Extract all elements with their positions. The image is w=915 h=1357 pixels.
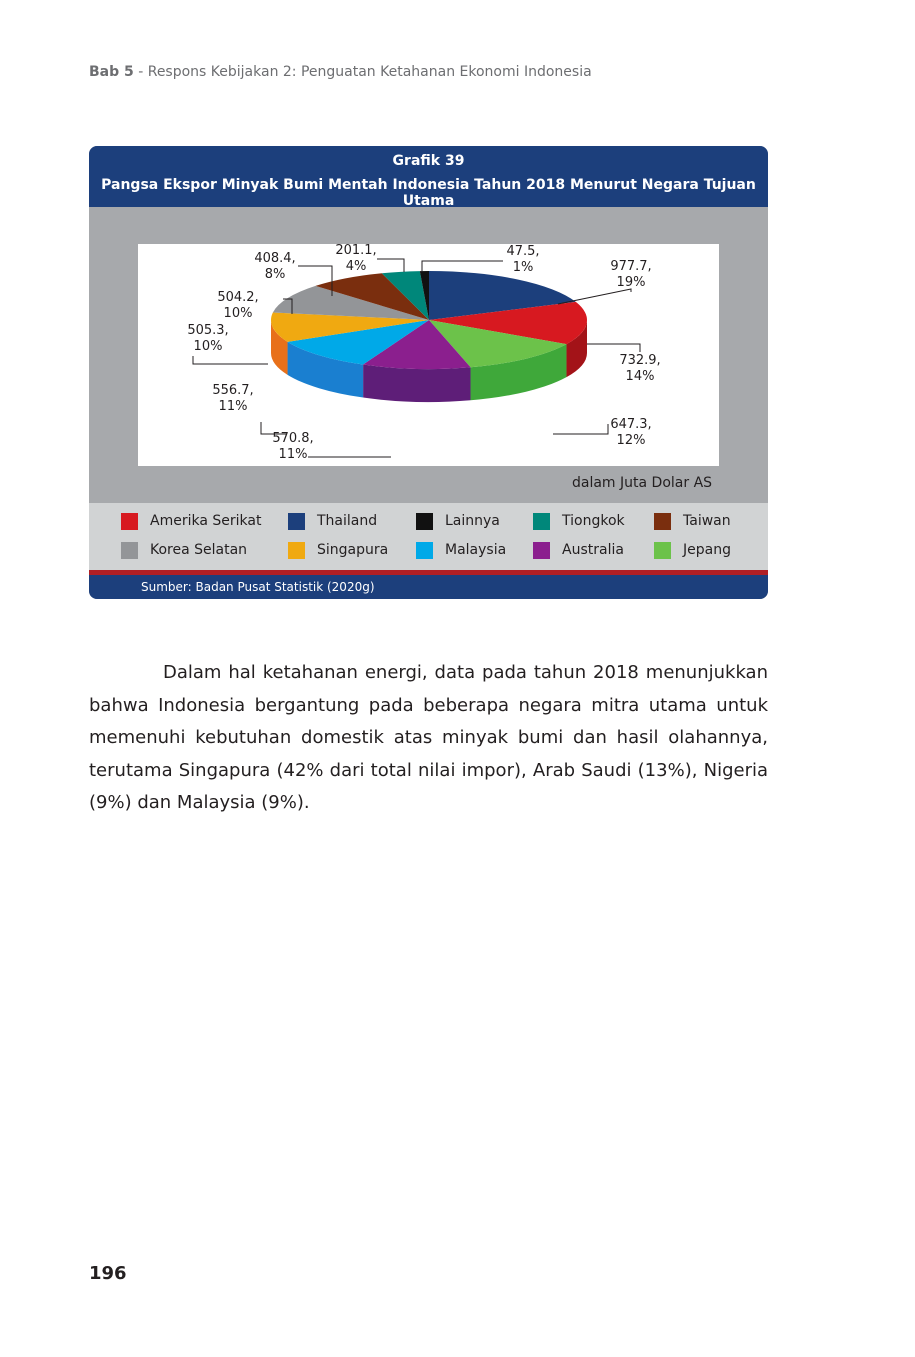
data-label: 408.4, 8% (254, 251, 295, 282)
legend-label: Lainnya (445, 513, 500, 529)
data-label: 505.3, 10% (187, 323, 228, 354)
data-label: 504.2, 10% (217, 290, 258, 321)
legend-label: Tiongkok (562, 513, 625, 529)
legend-item: Singapura (288, 541, 388, 559)
legend-item: Korea Selatan (121, 541, 247, 559)
leader-line (283, 298, 293, 314)
pie-slice-australia (363, 320, 471, 369)
pie-side-jepang (470, 344, 567, 401)
leader-line (421, 260, 503, 272)
pie-slice-korea-selatan (272, 285, 429, 320)
chapter-title: - Respons Kebijakan 2: Penguatan Ketahan… (133, 64, 592, 80)
data-label: 977.7, 19% (610, 259, 651, 290)
leader-line (377, 258, 405, 272)
leader-line (557, 288, 632, 305)
pie-slice-lainnya (419, 271, 429, 320)
legend-swatch (654, 541, 671, 559)
legend-swatch (416, 512, 433, 530)
legend-item: Tiongkok (533, 512, 625, 530)
legend-swatch (288, 512, 305, 530)
legend-swatch (654, 512, 671, 530)
leader-line (298, 265, 333, 296)
legend-label: Malaysia (445, 542, 507, 558)
legend-swatch (288, 541, 305, 559)
data-label: 570.8, 11% (272, 431, 313, 462)
figure-box: Grafik 39 Pangsa Ekspor Minyak Bumi Ment… (89, 146, 768, 599)
pie-side-singapura (271, 320, 288, 375)
legend-item: Amerika Serikat (121, 512, 261, 530)
legend-swatch (533, 541, 550, 559)
legend-label: Jepang (683, 542, 731, 558)
figure-label: Grafik 39 (392, 153, 465, 169)
pie-slice-singapura (271, 312, 429, 342)
legend: Amerika Serikat Thailand Lainnya Tiongkok Ta… (89, 503, 768, 570)
figure-title: Pangsa Ekspor Minyak Bumi Mentah Indones… (101, 177, 756, 209)
pie-side-malaysia (287, 341, 364, 398)
leader-line (260, 422, 286, 435)
pie-chart: 977.7, 19% 732.9, 14% 647.3, 12% 570.8, 11% 556.… (187, 244, 660, 462)
leader-line (192, 356, 268, 365)
legend-item: Thailand (288, 512, 377, 530)
legend-label: Singapura (317, 542, 389, 558)
leader-line (553, 424, 609, 435)
source-text: Sumber: Badan Pusat Statistik (2020g) (141, 580, 375, 594)
figure-header: Grafik 39 Pangsa Ekspor Minyak Bumi Ment… (89, 146, 768, 209)
source-bar: Sumber: Badan Pusat Statistik (2020g) (89, 570, 768, 599)
pie-slice-thailand (429, 271, 576, 320)
pie-slice-malaysia (287, 320, 429, 365)
pie-slice-tiongkok (381, 271, 429, 320)
leader-line (587, 343, 641, 352)
running-header: Bab 5 - Respons Kebijakan 2: Penguatan K… (89, 64, 592, 80)
chapter-label: Bab 5 (89, 64, 134, 80)
data-label: 647.3, 12% (610, 417, 651, 448)
unit-label: dalam Juta Dolar AS (572, 475, 713, 491)
data-label: 556.7, 11% (212, 383, 253, 414)
body-paragraph: Dalam hal ketahanan energi, data pada ta… (89, 657, 768, 820)
legend-item: Lainnya (416, 512, 500, 530)
pie-slice-taiwan (315, 273, 429, 320)
legend-item: Jepang (654, 541, 731, 559)
legend-item: Taiwan (654, 512, 731, 530)
pie-side-australia (363, 364, 471, 402)
data-label: 201.1, 4% (335, 244, 376, 274)
data-label: 732.9, 14% (619, 353, 660, 384)
legend-label: Korea Selatan (150, 542, 248, 558)
page-number: 196 (89, 1263, 127, 1284)
pie-slice-amerika-serikat (429, 301, 587, 345)
legend-swatch (533, 512, 550, 530)
data-label: 47.5, 1% (506, 244, 539, 275)
pie-side-amerika-serikat (566, 320, 587, 378)
plot-background: 977.7, 19% 732.9, 14% 647.3, 12% 570.8, 11% 556.… (138, 244, 719, 466)
legend-item: Australia (533, 541, 624, 559)
legend-swatch (121, 512, 138, 530)
pie-slice-jepang (429, 320, 567, 368)
legend-label: Thailand (317, 513, 378, 529)
legend-label: Taiwan (683, 513, 731, 529)
legend-swatch (416, 541, 433, 559)
legend-label: Amerika Serikat (150, 513, 262, 529)
plot-area: 977.7, 19% 732.9, 14% 647.3, 12% 570.8, 11% 556.… (89, 207, 768, 503)
legend-item: Malaysia (416, 541, 506, 559)
legend-swatch (121, 541, 138, 559)
body-text: Dalam hal ketahanan energi, data pada ta… (89, 662, 768, 813)
legend-label: Australia (562, 542, 624, 558)
